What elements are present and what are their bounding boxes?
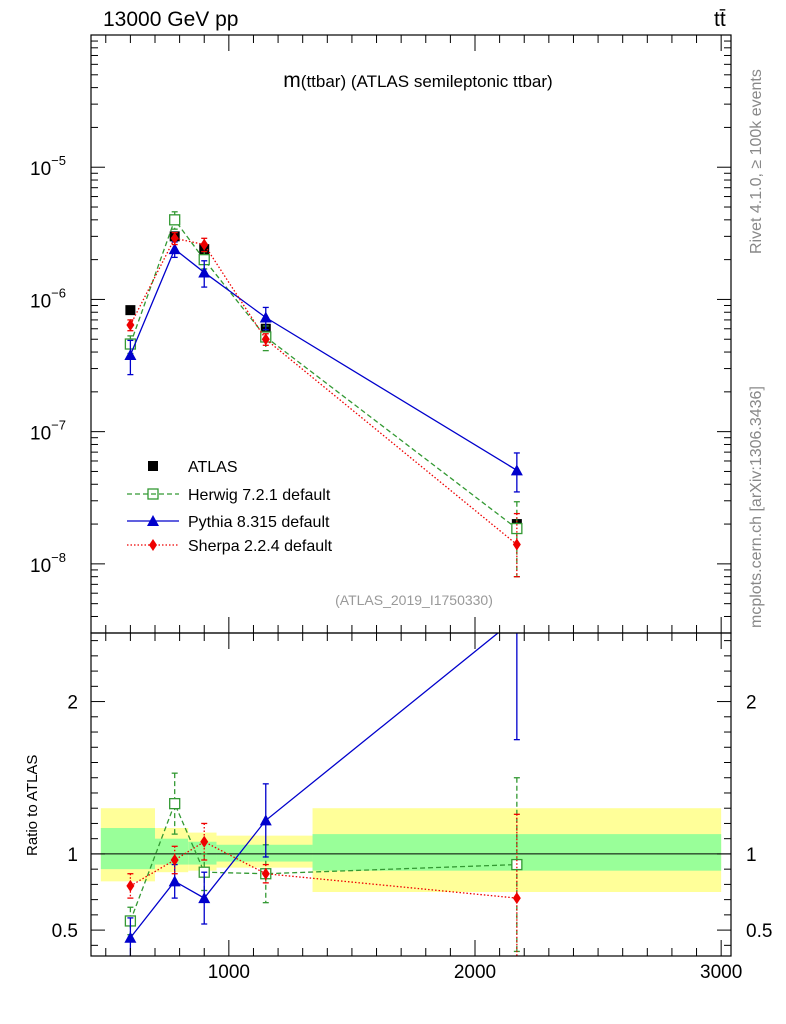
legend-pythia-label: Pythia 8.315 default (188, 514, 330, 531)
ratio-panel: 0.5 0.5 1 1 2 2 1000 2000 3000 Ratio to ATLAS (24, 612, 772, 983)
ratio-pythia-point (124, 931, 137, 943)
main-y-tick-label: 10−7 (30, 418, 66, 445)
legend-pythia-marker (147, 515, 159, 526)
ratio-band-inner (100, 828, 155, 870)
ratio-y-tick-label: 0.5 (52, 921, 78, 942)
process-label: tt̄ (714, 8, 726, 31)
legend-herwig-label: Herwig 7.2.1 default (188, 487, 331, 504)
chart-title-rest: (ttbar) (ATLAS semileptonic ttbar) (301, 72, 553, 91)
x-tick-label: 1000 (208, 962, 250, 983)
ratio-pythia-point (198, 892, 211, 904)
main-panel: 10−5 10−6 10−7 10−8 m(ttbar) (ATLAS semilep… (30, 34, 732, 634)
legend-sherpa-label: Sherpa 2.2.4 default (188, 538, 333, 555)
x-tick-label: 2000 (454, 962, 496, 983)
main-sherpa-point (512, 538, 521, 551)
main-y-tick-label: 10−5 (30, 153, 66, 180)
ratio-series (91, 612, 731, 956)
ratio-sherpa-point (170, 854, 179, 867)
ratio-band-inner (188, 841, 217, 865)
main-pythia-point (124, 348, 137, 360)
legend-herwig-marker (147, 488, 159, 500)
chart-title: m(ttbar) (ATLAS semileptonic ttbar) (283, 69, 552, 92)
mcplots-label: mcplots.cern.ch [arXiv:1306.3436] (748, 386, 765, 628)
ratio-pythia-point (511, 612, 523, 623)
ratio-pythia-point (168, 875, 181, 887)
chart-title-prefix: m (283, 69, 301, 92)
legend-sherpa-marker (149, 539, 157, 551)
main-pythia-line (129, 248, 518, 471)
main-herwig-point (169, 214, 181, 226)
ratio-y-tick-label: 2 (67, 693, 78, 714)
main-sherpa-point (170, 232, 179, 245)
ratio-frame (90, 632, 732, 957)
ratio-sherpa-point (200, 835, 209, 848)
ratio-y-tick-label-right: 1 (746, 845, 757, 866)
main-series (124, 211, 523, 578)
ratio-y-tick-label: 1 (67, 845, 78, 866)
main-pythia-point (198, 266, 211, 278)
main-axes: 10−5 10−6 10−7 10−8 (30, 34, 731, 634)
ratio-herwig-point (169, 797, 181, 810)
main-pythia-point (168, 243, 181, 255)
ratio-pythia-point (259, 814, 272, 826)
main-y-tick-label: 10−8 (30, 550, 66, 577)
ratio-sherpa-point (512, 892, 521, 905)
main-frame (90, 34, 732, 634)
ratio-y-tick-label-right: 0.5 (746, 921, 772, 942)
ratio-ylabel: Ratio to ATLAS (24, 755, 41, 856)
legend-item-pythia: Pythia 8.315 default (127, 514, 330, 531)
x-tick-label: 3000 (700, 962, 742, 983)
ratio-axes: 0.5 0.5 1 1 2 2 1000 2000 3000 (52, 633, 772, 983)
ratio-y-tick-label-right: 2 (746, 693, 757, 714)
legend-item-atlas: ATLAS (148, 459, 238, 476)
main-sherpa-point (261, 333, 270, 346)
ratio-band-inner (216, 844, 313, 862)
ratio-sherpa-point (126, 879, 135, 892)
analysis-id: (ATLAS_2019_I1750330) (335, 592, 493, 608)
main-sherpa-point (200, 238, 209, 251)
legend-item-sherpa: Sherpa 2.2.4 default (127, 538, 333, 555)
main-pythia-point (259, 311, 272, 323)
legend-item-herwig: Herwig 7.2.1 default (127, 487, 331, 504)
legend: ATLAS Herwig 7.2.1 default Pythia 8.315 … (127, 459, 333, 555)
ratio-sherpa-point (261, 867, 270, 880)
rivet-label: Rivet 4.1.0, ≥ 100k events (748, 69, 765, 254)
energy-label: 13000 GeV pp (103, 8, 238, 31)
main-atlas-point (125, 305, 136, 316)
main-pythia-point (510, 464, 523, 476)
main-y-tick-label: 10−6 (30, 285, 66, 312)
legend-atlas-marker (148, 461, 158, 471)
main-sherpa-point (126, 319, 135, 332)
legend-atlas-label: ATLAS (188, 459, 238, 476)
main-herwig-line (129, 218, 518, 530)
